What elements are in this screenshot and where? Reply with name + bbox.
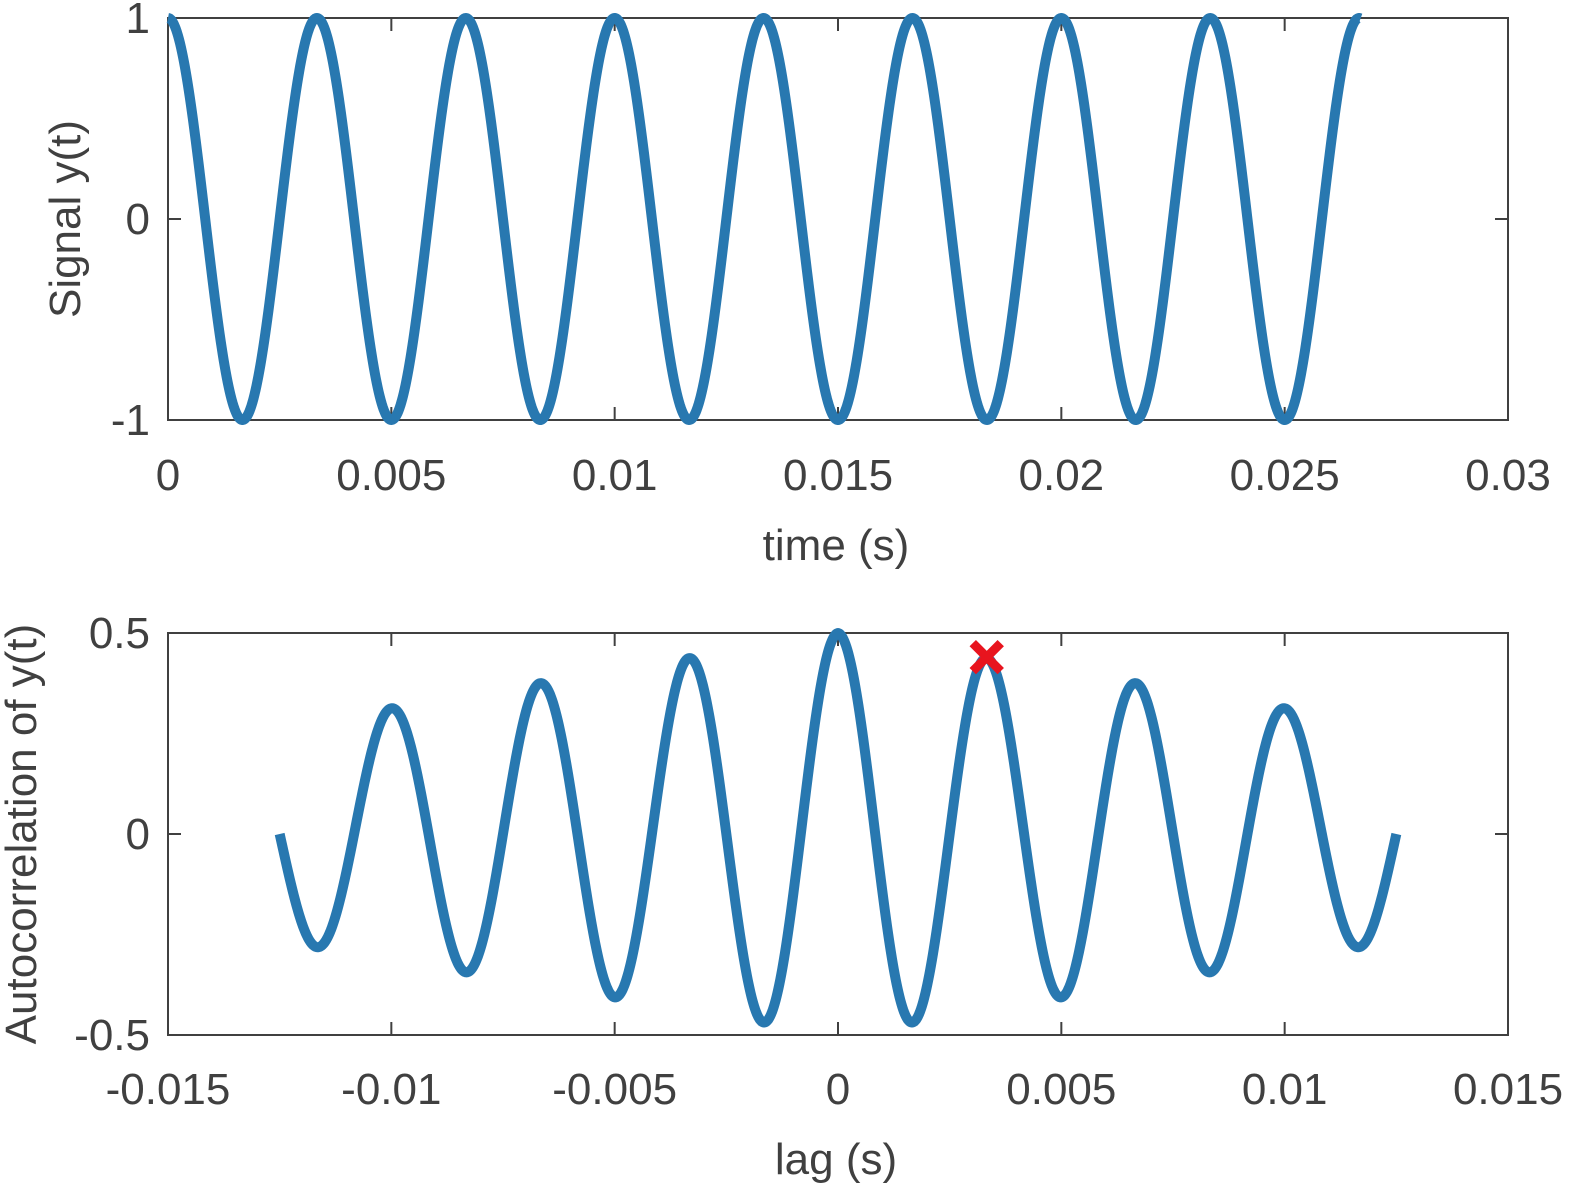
signal-xlabel: time (s) [763,521,910,570]
y-tick-label: 1 [126,0,150,43]
x-tick-label: 0.005 [336,451,446,500]
x-tick-label: 0.025 [1230,451,1340,500]
series-line [274,628,1402,1028]
x-tick-label: -0.015 [106,1065,231,1114]
signal-subplot: 0 0.005 0.01 0.015 0.02 0.025 0.03-101 time (s… [41,0,1551,570]
x-tick-label: -0.005 [552,1065,677,1114]
x-tick-label: 0.01 [1242,1065,1328,1114]
y-tick-label: 0.5 [89,609,150,658]
peak-marker [969,639,1004,675]
x-tick-label: 0.015 [1453,1065,1563,1114]
x-tick-label: 0 [156,451,180,500]
x-tick-label: 0.01 [572,451,658,500]
y-tick-label: 0 [126,195,150,244]
autocorrelation-subplot: -0.015 -0.01 -0.005 0 0.005 0.01 0.015 -0.5 0 0.5… [0,609,1563,1184]
autocorrelation-curves [274,628,1402,1028]
x-tick-label: 0 [826,1065,850,1114]
signal-ticks: 0 0.005 0.01 0.015 0.02 0.025 0.03-101 [111,0,1551,500]
autocorrelation-markers [969,639,1004,675]
x-tick-label: 0.015 [783,451,893,500]
signal-curves [163,13,1365,425]
signal-ylabel: Signal y(t) [41,120,90,318]
x-tick-label: 0.03 [1465,451,1551,500]
autocorrelation-axes-box [167,632,1509,1036]
x-tick-label: -0.01 [341,1065,441,1114]
y-tick-label: -0.5 [74,1011,150,1060]
y-tick-label: 0 [126,810,150,859]
autocorrelation-xlabel: lag (s) [775,1135,897,1184]
autocorrelation-ylabel: Autocorrelation of y(t) [0,624,46,1045]
autocorrelation-ticks: -0.015 -0.01 -0.005 0 0.005 0.01 0.015 -0.5 0 0.5 [74,609,1563,1114]
x-tick-label: 0.02 [1019,451,1105,500]
x-tick-label: 0.005 [1006,1065,1116,1114]
series-line [163,13,1365,425]
y-tick-label: -1 [111,396,150,445]
